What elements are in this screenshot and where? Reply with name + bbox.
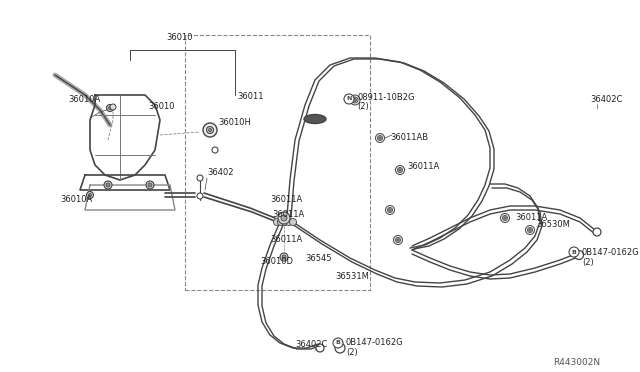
Circle shape (289, 218, 296, 225)
Text: 36402C: 36402C (590, 95, 622, 104)
Circle shape (353, 99, 356, 102)
Circle shape (504, 217, 506, 219)
Circle shape (388, 209, 391, 211)
Circle shape (282, 255, 286, 259)
Circle shape (281, 215, 287, 221)
Text: 36011AB: 36011AB (390, 133, 428, 142)
Circle shape (106, 183, 110, 187)
Circle shape (207, 126, 214, 134)
Circle shape (148, 183, 152, 187)
Circle shape (397, 239, 399, 241)
Circle shape (273, 218, 280, 225)
Text: 36545: 36545 (305, 254, 332, 263)
Text: 36010D: 36010D (260, 257, 293, 266)
Circle shape (376, 134, 385, 142)
Text: 36011A: 36011A (407, 162, 439, 171)
Circle shape (529, 229, 531, 231)
Text: 36011A: 36011A (272, 210, 304, 219)
Circle shape (387, 208, 392, 212)
Circle shape (335, 343, 345, 353)
Text: 36402: 36402 (207, 168, 234, 177)
Circle shape (146, 181, 154, 189)
Circle shape (212, 147, 218, 153)
Text: 36010H: 36010H (218, 118, 251, 127)
Circle shape (209, 128, 211, 131)
Text: 08911-10B2G: 08911-10B2G (357, 93, 415, 102)
Circle shape (525, 225, 534, 234)
Circle shape (278, 218, 285, 225)
Circle shape (197, 175, 203, 181)
Circle shape (333, 338, 343, 348)
Circle shape (396, 237, 401, 243)
Circle shape (379, 137, 381, 139)
Circle shape (500, 214, 509, 222)
Text: 36011A: 36011A (270, 195, 302, 204)
Circle shape (203, 123, 217, 137)
Circle shape (104, 181, 112, 189)
Text: 36531M: 36531M (335, 272, 369, 281)
Circle shape (397, 167, 403, 173)
Text: 0B147-0162G: 0B147-0162G (346, 338, 404, 347)
Text: B: B (335, 340, 340, 346)
Circle shape (396, 166, 404, 174)
Text: 36010A: 36010A (68, 95, 100, 104)
Text: 36010: 36010 (148, 102, 175, 111)
Circle shape (352, 97, 358, 103)
Text: 36011A: 36011A (515, 213, 547, 222)
Text: 0B147-0162G: 0B147-0162G (582, 248, 639, 257)
Text: 36011: 36011 (237, 92, 264, 101)
Circle shape (394, 235, 403, 244)
Circle shape (350, 95, 360, 105)
Circle shape (593, 228, 601, 236)
Circle shape (280, 253, 288, 261)
Ellipse shape (304, 115, 326, 124)
Text: 36010: 36010 (167, 33, 193, 42)
Circle shape (197, 193, 203, 199)
Text: 36010A: 36010A (60, 195, 92, 204)
Circle shape (344, 94, 354, 104)
Circle shape (278, 212, 290, 224)
Circle shape (88, 193, 92, 196)
Text: B: B (572, 250, 577, 254)
Circle shape (385, 205, 394, 215)
Text: (2): (2) (346, 348, 358, 357)
Text: 36011A: 36011A (270, 235, 302, 244)
Circle shape (282, 218, 289, 225)
Circle shape (527, 228, 532, 232)
Text: R443002N: R443002N (553, 358, 600, 367)
Circle shape (110, 104, 116, 110)
Circle shape (569, 247, 579, 257)
Bar (185, 35, 370, 290)
Text: (2): (2) (357, 102, 369, 111)
Circle shape (316, 344, 324, 352)
Text: 36402C: 36402C (295, 340, 328, 349)
Circle shape (502, 215, 508, 221)
Text: 36530M: 36530M (536, 220, 570, 229)
Circle shape (109, 106, 111, 109)
Circle shape (399, 169, 401, 171)
Circle shape (378, 135, 383, 141)
Circle shape (285, 218, 292, 225)
Text: N: N (346, 96, 352, 102)
Circle shape (106, 105, 113, 112)
Circle shape (575, 250, 584, 260)
Circle shape (86, 192, 93, 199)
Text: (2): (2) (582, 258, 594, 267)
